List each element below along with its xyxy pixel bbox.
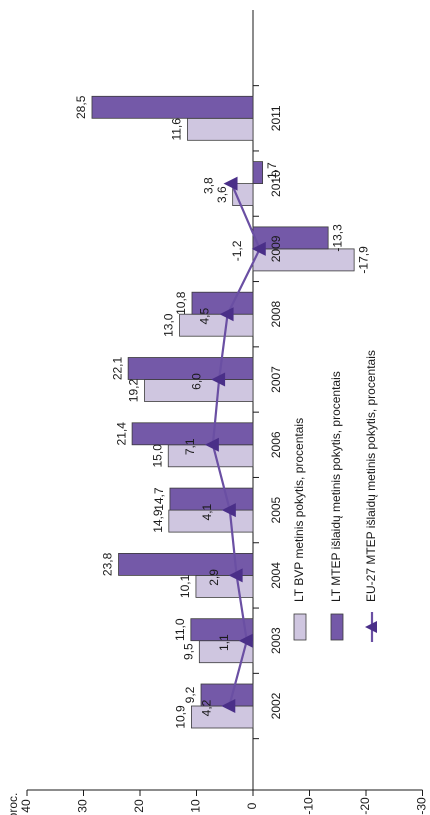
data-labels: 10,9 9,2 9,5 11,0 10,1 23,8 14,914,7 15,0 21,4 19… — [74, 95, 370, 728]
category-label: 2010 — [269, 170, 283, 197]
eu-line-layer — [204, 176, 266, 713]
eu-marker — [251, 241, 266, 256]
mtep-value-label: 21,4 — [114, 422, 128, 446]
mtep-value-label: -13,3 — [330, 224, 344, 252]
value-axis-tick-label: 0 — [245, 802, 259, 809]
bvp-value-label: 11,6 — [170, 118, 184, 141]
category-label: 2009 — [269, 235, 283, 262]
bvp-value-label: 9,5 — [181, 643, 195, 660]
category-label: 2002 — [269, 692, 283, 719]
eu-marker — [228, 568, 243, 583]
bvp-bar — [187, 117, 254, 141]
eu-marker — [223, 176, 238, 191]
legend: LT BVP metinis pokytis, procentais LT MTE… — [292, 350, 378, 642]
eu-value-label: 6,0 — [189, 373, 203, 390]
mtep-bar — [118, 553, 254, 576]
legend-mtep-label: LT MTEP išlaidų metinis pokytis, procent… — [329, 371, 343, 602]
category-label: 2008 — [269, 301, 283, 328]
category-label: 2011 — [269, 105, 283, 131]
bvp-bar — [195, 575, 254, 598]
value-axis-unit-label: proc. — [6, 793, 20, 815]
mtep-bar — [252, 161, 264, 185]
category-label: 2004 — [269, 562, 283, 589]
eu-marker — [238, 633, 253, 648]
eu-marker — [219, 307, 234, 322]
mtep-value-label: 11,0 — [173, 618, 187, 641]
eu-marker — [221, 699, 236, 713]
bvp-value-label: 19,2 — [127, 378, 141, 402]
eu-value-label: 4,5 — [198, 308, 212, 325]
category-label: 2006 — [269, 431, 283, 458]
value-axis-tick-label: 20 — [132, 799, 146, 813]
eu-value-label: 1,1 — [217, 634, 231, 651]
bvp-bar — [167, 444, 254, 468]
bvp-value-label: 13,0 — [162, 313, 176, 337]
eu-marker — [221, 503, 236, 518]
eu-value-label: 7,1 — [183, 438, 197, 455]
mtep-bar — [91, 95, 254, 119]
bvp-value-label: 14,9 — [151, 509, 165, 533]
eu-value-label: 4,1 — [200, 503, 214, 520]
mtep-value-label: 10,8 — [174, 291, 188, 315]
mtep-bar — [131, 422, 254, 446]
bvp-value-label: 10,9 — [174, 705, 188, 729]
mtep-value-label: -1,7 — [265, 162, 279, 183]
mtep-value-label: 14,7 — [152, 487, 166, 511]
value-axis-tick-label: 40 — [19, 799, 33, 813]
bvp-value-label: -17,9 — [356, 246, 370, 274]
value-axis-tick-label: 10 — [189, 799, 203, 813]
mtep-value-label: 22,1 — [110, 356, 124, 380]
eu-marker — [204, 437, 219, 452]
eu-value-label: 3,8 — [202, 177, 216, 194]
legend-bvp-swatch — [293, 613, 307, 641]
mtep-value-label: 28,5 — [74, 95, 88, 119]
legend-bvp-label: LT BVP metinis pokytis, procentais — [292, 418, 306, 602]
mtep-bar — [190, 618, 254, 642]
value-axis-tick-label: -20 — [358, 797, 372, 815]
legend-eu-marker — [365, 621, 377, 633]
mtep-bar — [169, 487, 254, 511]
eu-value-label: -1,2 — [230, 240, 244, 261]
category-label: 2003 — [269, 627, 283, 654]
mtep-bar — [252, 226, 329, 250]
mtep-value-label: 23,8 — [101, 552, 115, 576]
bvp-value-label: 10,1 — [178, 574, 192, 598]
eu-value-label: 2,9 — [207, 569, 221, 586]
category-labels: 2002 2003 2004 2005 2006 2007 2008 2009 2010 2011 — [269, 105, 283, 719]
eu-marker — [211, 372, 226, 387]
legend-line-label: EU-27 MTEP išlaidų metinis pokytis, proc… — [364, 350, 378, 602]
value-axis-tick-label: -30 — [415, 797, 429, 815]
bvp-value-label: 3,6 — [215, 186, 229, 203]
bvp-value-label: 15,0 — [150, 444, 164, 468]
bars — [91, 95, 355, 729]
value-axis-tick-label: -10 — [302, 797, 316, 815]
value-axis-tick-label: 30 — [76, 799, 90, 813]
eu-value-label: 4,2 — [199, 699, 213, 716]
category-label: 2005 — [269, 496, 283, 523]
mtep-value-label: 9,2 — [183, 686, 197, 703]
legend-mtep-swatch — [330, 613, 344, 641]
bvp-bar — [179, 313, 254, 337]
category-label: 2007 — [269, 366, 283, 393]
